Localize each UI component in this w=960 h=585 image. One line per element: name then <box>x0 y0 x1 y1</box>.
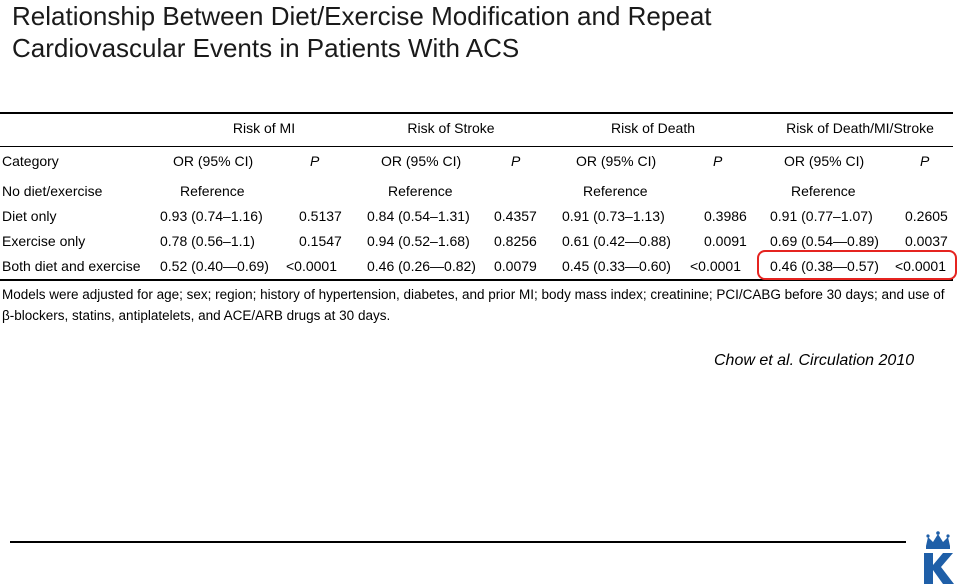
footnote-line-1: Models were adjusted for age; sex; regio… <box>2 287 945 302</box>
title-line-1: Relationship Between Diet/Exercise Modif… <box>12 1 712 31</box>
column-header-p-composite: P <box>920 153 930 169</box>
row-category: Diet only <box>2 208 57 224</box>
table-top-rule <box>0 112 953 114</box>
cell-p-death: 0.0091 <box>704 233 747 249</box>
cell-or-death: 0.45 (0.33—0.60) <box>562 258 671 274</box>
column-header-or-death: OR (95% CI) <box>576 153 657 169</box>
crown-k-logo-icon <box>924 531 954 584</box>
cell-or-stroke: 0.94 (0.52–1.68) <box>367 233 470 249</box>
cell-or-composite: 0.46 (0.38—0.57) <box>770 258 879 274</box>
cell-or-stroke: 0.46 (0.26—0.82) <box>367 258 476 274</box>
title-line-2: Cardiovascular Events in Patients With A… <box>12 33 520 63</box>
group-header-stroke: Risk of Stroke <box>407 120 495 136</box>
cell-p-mi: 0.1547 <box>299 233 342 249</box>
cell-or-death: Reference <box>583 183 648 199</box>
table-row: Both diet and exercise 0.52 (0.40—0.69) … <box>0 256 953 280</box>
table-row: Exercise only 0.78 (0.56–1.1) 0.1547 0.9… <box>0 231 953 255</box>
cell-p-composite: 0.0037 <box>905 233 948 249</box>
cell-p-composite: 0.2605 <box>905 208 948 224</box>
column-header-or-composite: OR (95% CI) <box>784 153 865 169</box>
row-category: No diet/exercise <box>2 183 103 199</box>
cell-or-mi: Reference <box>180 183 245 199</box>
cell-or-death: 0.91 (0.73–1.13) <box>562 208 665 224</box>
cell-p-stroke: 0.4357 <box>494 208 537 224</box>
cell-or-stroke: 0.84 (0.54–1.31) <box>367 208 470 224</box>
cell-or-death: 0.61 (0.42—0.88) <box>562 233 671 249</box>
cell-p-mi: 0.5137 <box>299 208 342 224</box>
slide-title: Relationship Between Diet/Exercise Modif… <box>12 0 942 64</box>
column-header-p-mi: P <box>310 153 320 169</box>
column-header-or-mi: OR (95% CI) <box>173 153 254 169</box>
table-footnote: Models were adjusted for age; sex; regio… <box>2 284 952 326</box>
highlight-circle <box>757 250 957 280</box>
header-rule <box>0 146 953 147</box>
column-header-p-stroke: P <box>511 153 521 169</box>
footer-divider <box>10 541 906 543</box>
cell-p-death: <0.0001 <box>690 258 741 274</box>
column-header-or-stroke: OR (95% CI) <box>381 153 462 169</box>
cell-p-composite: <0.0001 <box>895 258 946 274</box>
cell-or-mi: 0.52 (0.40—0.69) <box>160 258 269 274</box>
group-header-composite: Risk of Death/MI/Stroke <box>786 120 934 136</box>
cell-p-stroke: 0.0079 <box>494 258 537 274</box>
cell-p-mi: <0.0001 <box>286 258 337 274</box>
table-row: Diet only 0.93 (0.74–1.16) 0.5137 0.84 (… <box>0 206 953 230</box>
cell-p-stroke: 0.8256 <box>494 233 537 249</box>
cell-or-composite: 0.69 (0.54—0.89) <box>770 233 879 249</box>
group-header-death: Risk of Death <box>610 120 696 136</box>
cell-or-mi: 0.78 (0.56–1.1) <box>160 233 255 249</box>
footnote-line-2: β-blockers, statins, antiplatelets, and … <box>2 308 391 323</box>
column-header-category: Category <box>2 153 59 169</box>
column-header-p-death: P <box>713 153 723 169</box>
cell-or-composite: 0.91 (0.77–1.07) <box>770 208 873 224</box>
row-category: Both diet and exercise <box>2 258 141 274</box>
group-header-mi: Risk of MI <box>232 120 296 136</box>
cell-or-composite: Reference <box>791 183 856 199</box>
row-category: Exercise only <box>2 233 86 249</box>
cell-or-stroke: Reference <box>388 183 453 199</box>
cell-or-mi: 0.93 (0.74–1.16) <box>160 208 263 224</box>
citation: Chow et al. Circulation 2010 <box>714 352 915 369</box>
table-bottom-rule <box>0 279 953 281</box>
table-row: No diet/exercise Reference Reference Ref… <box>0 181 953 205</box>
cell-p-death: 0.3986 <box>704 208 747 224</box>
